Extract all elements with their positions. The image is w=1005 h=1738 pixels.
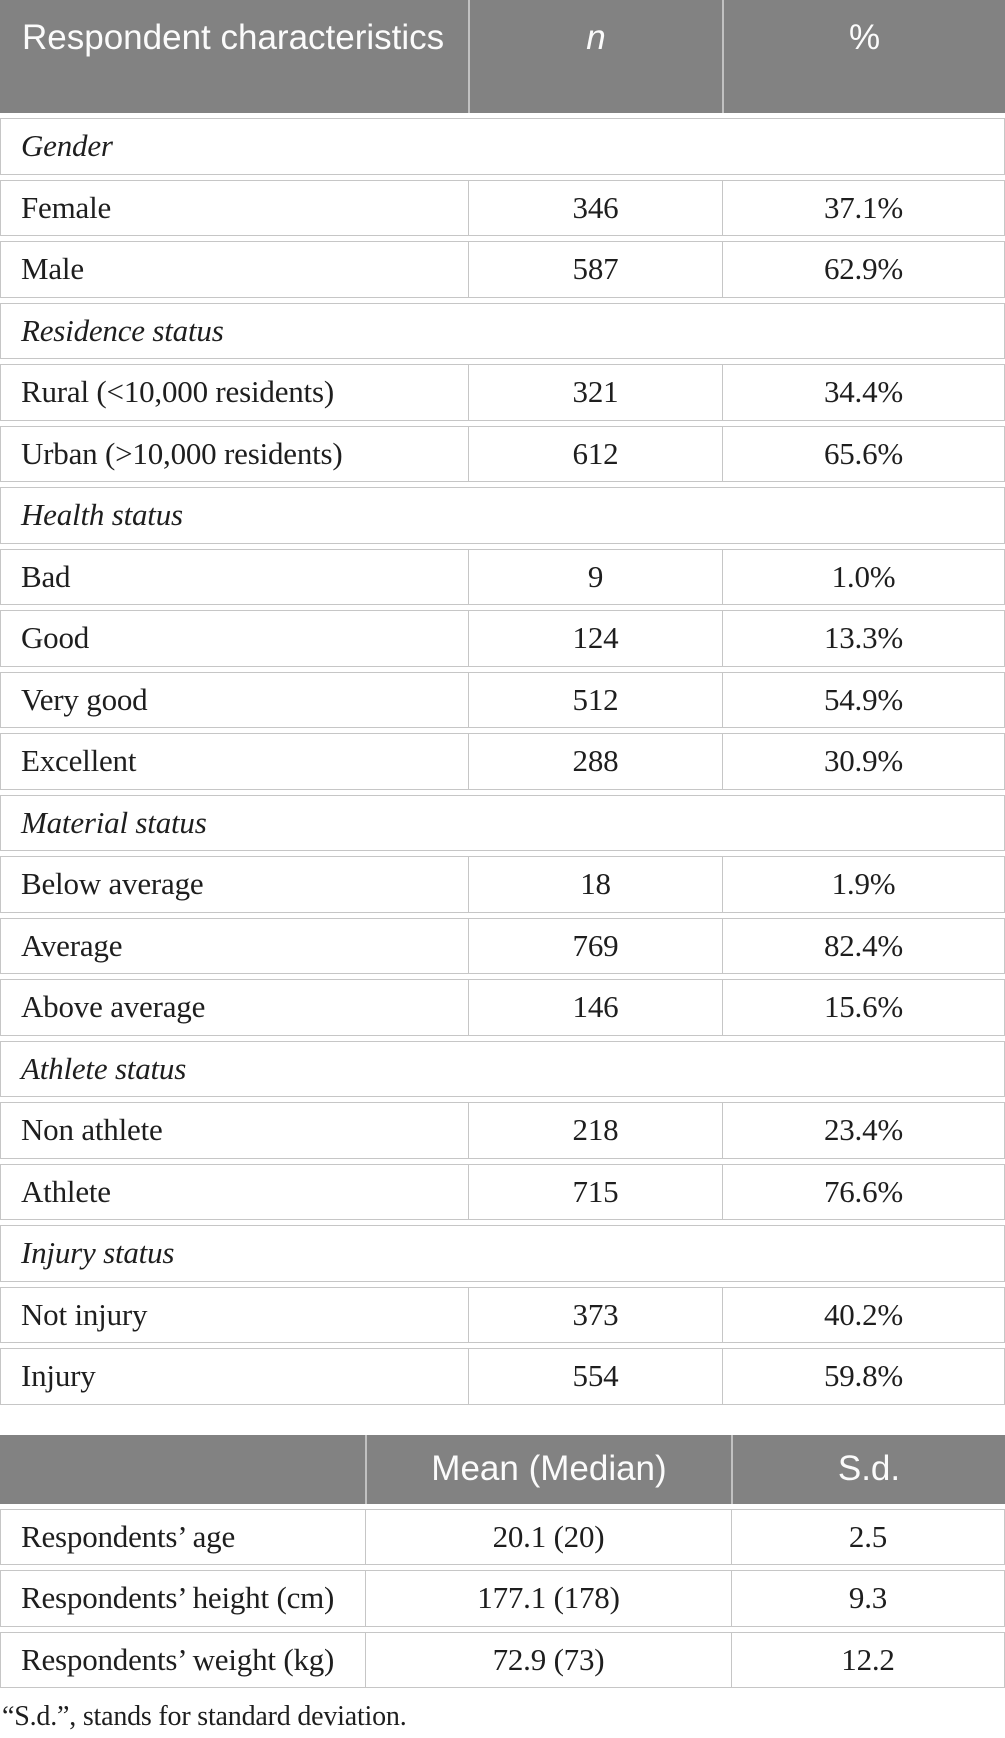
- row-percent: 82.4%: [722, 918, 1004, 973]
- row-percent: 76.6%: [722, 1164, 1004, 1219]
- row-count: 288: [468, 734, 722, 789]
- row-count: 373: [468, 1287, 722, 1342]
- row-percent: 59.8%: [722, 1349, 1004, 1404]
- table-row-bad: Bad 9 1.0%: [0, 548, 1005, 605]
- row-mean-median: 72.9 (73): [365, 1632, 731, 1687]
- row-sd: 12.2: [731, 1632, 1004, 1687]
- row-count: 146: [468, 980, 722, 1035]
- row-label: Above average: [21, 989, 206, 1025]
- section-row-health-status: Health status: [0, 487, 1005, 544]
- table1-header-row: Respondent characteristics n %: [0, 0, 1005, 113]
- row-count: 769: [468, 918, 722, 973]
- respondent-characteristics-table: Respondent characteristics n % Gender Fe…: [0, 0, 1005, 1405]
- row-label: Respondents’ age: [21, 1518, 236, 1554]
- row-label: Excellent: [21, 743, 137, 779]
- section-row-athlete-status: Athlete status: [0, 1040, 1005, 1097]
- table-row-average: Average 769 82.4%: [0, 917, 1005, 974]
- row-label: Rural (<10,000 residents): [21, 374, 334, 410]
- row-count: 18: [468, 857, 722, 912]
- section-row-residence-status: Residence status: [0, 302, 1005, 359]
- row-count: 321: [468, 365, 722, 420]
- row-label: Very good: [21, 681, 148, 717]
- table-row-female: Female 346 37.1%: [0, 179, 1005, 236]
- row-label: Good: [21, 620, 90, 656]
- row-percent: 13.3%: [722, 611, 1004, 666]
- row-count: 346: [468, 180, 722, 235]
- section-label: Health status: [21, 497, 183, 533]
- table-footnote: “S.d.”, stands for standard deviation.: [2, 1701, 407, 1732]
- table-row-male: Male 587 62.9%: [0, 241, 1005, 298]
- row-label: Non athlete: [21, 1112, 163, 1148]
- row-label: Respondents’ height (cm): [21, 1580, 335, 1616]
- table-row-very-good: Very good 512 54.9%: [0, 671, 1005, 728]
- section-label: Gender: [21, 128, 113, 164]
- row-count: 124: [468, 611, 722, 666]
- table-row-athlete: Athlete 715 76.6%: [0, 1163, 1005, 1220]
- table-row-below-average: Below average 18 1.9%: [0, 856, 1005, 913]
- section-label: Injury status: [21, 1235, 175, 1271]
- row-percent: 34.4%: [722, 365, 1004, 420]
- table-row-age: Respondents’ age 20.1 (20) 2.5: [0, 1508, 1005, 1565]
- row-label: Female: [21, 189, 112, 225]
- row-count: 554: [468, 1349, 722, 1404]
- row-count: 715: [468, 1164, 722, 1219]
- table-row-rural: Rural (<10,000 residents) 321 34.4%: [0, 364, 1005, 421]
- table-row-injury: Injury 554 59.8%: [0, 1348, 1005, 1405]
- row-label: Urban (>10,000 residents): [21, 435, 343, 471]
- row-label: Bad: [21, 558, 71, 594]
- section-row-injury-status: Injury status: [0, 1225, 1005, 1282]
- row-label: Athlete: [21, 1173, 111, 1209]
- table-row-weight: Respondents’ weight (kg) 72.9 (73) 12.2: [0, 1631, 1005, 1688]
- section-label: Residence status: [21, 312, 224, 348]
- section-label: Material status: [21, 804, 207, 840]
- row-percent: 62.9%: [722, 242, 1004, 297]
- section-label: Athlete status: [21, 1050, 187, 1086]
- row-mean-median: 177.1 (178): [365, 1571, 731, 1626]
- row-label: Respondents’ weight (kg): [21, 1641, 335, 1677]
- table2-header-blank: [0, 1435, 365, 1504]
- row-percent: 23.4%: [722, 1103, 1004, 1158]
- table-row-above-average: Above average 146 15.6%: [0, 979, 1005, 1036]
- descriptive-statistics-table: Mean (Median) S.d. Respondents’ age 20.1…: [0, 1434, 1005, 1688]
- row-label: Below average: [21, 866, 204, 902]
- row-percent: 37.1%: [722, 180, 1004, 235]
- table-row-good: Good 124 13.3%: [0, 610, 1005, 667]
- row-count: 218: [468, 1103, 722, 1158]
- table1-header-percent: %: [722, 0, 1005, 113]
- row-sd: 9.3: [731, 1571, 1004, 1626]
- row-label: Male: [21, 251, 84, 287]
- row-count: 612: [468, 426, 722, 481]
- row-label: Injury: [21, 1358, 96, 1394]
- table1-header-title: Respondent characteristics: [22, 18, 445, 57]
- section-row-gender: Gender: [0, 118, 1005, 175]
- table-row-urban: Urban (>10,000 residents) 612 65.6%: [0, 425, 1005, 482]
- row-percent: 1.0%: [722, 549, 1004, 604]
- table-row-height: Respondents’ height (cm) 177.1 (178) 9.3: [0, 1570, 1005, 1627]
- row-percent: 40.2%: [722, 1287, 1004, 1342]
- row-mean-median: 20.1 (20): [365, 1509, 731, 1564]
- table2-header-sd: S.d.: [731, 1434, 1005, 1504]
- table1-body: Gender Female 346 37.1% Male 587 62.9% R…: [0, 113, 1005, 1405]
- table2-header-mean-median: Mean (Median): [365, 1434, 731, 1504]
- row-label: Average: [21, 927, 123, 963]
- row-percent: 65.6%: [722, 426, 1004, 481]
- row-count: 587: [468, 242, 722, 297]
- row-count: 512: [468, 672, 722, 727]
- row-percent: 30.9%: [722, 734, 1004, 789]
- section-row-material-status: Material status: [0, 794, 1005, 851]
- table-row-non-athlete: Non athlete 218 23.4%: [0, 1102, 1005, 1159]
- table2-body: Respondents’ age 20.1 (20) 2.5 Responden…: [0, 1504, 1005, 1688]
- row-count: 9: [468, 549, 722, 604]
- table2-header-row: Mean (Median) S.d.: [0, 1434, 1005, 1504]
- row-label: Not injury: [21, 1296, 148, 1332]
- table-row-excellent: Excellent 288 30.9%: [0, 733, 1005, 790]
- table1-header-n: n: [468, 0, 722, 113]
- table-row-not-injury: Not injury 373 40.2%: [0, 1286, 1005, 1343]
- row-percent: 54.9%: [722, 672, 1004, 727]
- row-percent: 1.9%: [722, 857, 1004, 912]
- row-percent: 15.6%: [722, 980, 1004, 1035]
- row-sd: 2.5: [731, 1509, 1004, 1564]
